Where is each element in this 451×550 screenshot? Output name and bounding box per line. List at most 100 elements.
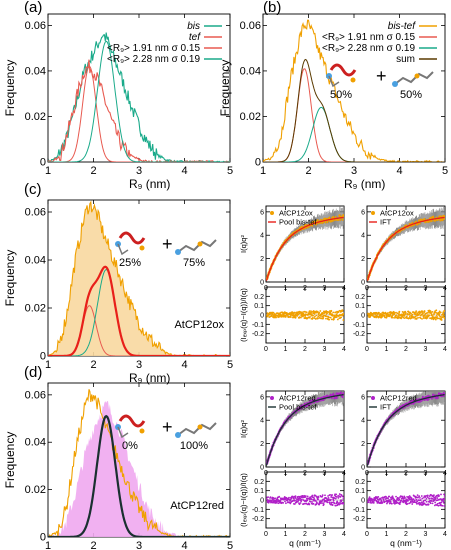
y-tick-label: 0	[260, 280, 264, 287]
fraction-label: 50%	[330, 89, 352, 101]
residual-point	[442, 311, 445, 314]
y-tick-label: 0.2	[254, 479, 264, 486]
x-tick-label: 1	[385, 346, 389, 353]
residual-point	[401, 311, 404, 313]
residual-point	[310, 498, 313, 500]
y-tick-label: 0.04	[25, 437, 46, 449]
residual-point	[383, 500, 386, 503]
y-tick-label: 0.06	[240, 20, 261, 32]
residual-point	[435, 309, 438, 312]
residual-point	[372, 501, 375, 504]
x-tick-label: 1	[260, 165, 266, 177]
chart-d_saxs_ift: 012340246AtCP12redIFT	[361, 390, 447, 477]
residual-point	[395, 314, 398, 316]
x-tick-label: 3	[351, 165, 357, 177]
plot-area	[48, 32, 230, 162]
legend-label: IFT	[380, 403, 392, 412]
x-tick-label: 2	[303, 531, 307, 538]
residual-point	[340, 316, 343, 319]
residual-point	[424, 499, 427, 502]
residual-point	[332, 311, 335, 314]
chain-icon	[328, 75, 340, 88]
y-tick-label: 0	[255, 157, 261, 169]
residual-point	[411, 313, 414, 316]
residual-point	[404, 312, 407, 315]
residual-point	[443, 317, 445, 320]
residual-point	[328, 316, 330, 319]
residual-point	[312, 314, 314, 317]
plot-area	[48, 389, 230, 537]
residual-point	[322, 503, 325, 506]
x-tick-label: 4	[396, 165, 402, 177]
x-tick-label: 4	[181, 165, 187, 177]
residual-point	[392, 316, 394, 319]
residual-point	[428, 497, 431, 500]
y-axis-label: Frequency	[3, 60, 17, 117]
y-tick-label: -0.2	[353, 331, 365, 338]
residual-point	[389, 500, 392, 503]
y-tick-label: 6	[260, 394, 264, 401]
series-line-fit_tef	[48, 66, 230, 162]
residual-point	[321, 311, 324, 314]
residual-point	[443, 505, 445, 507]
residual-point	[335, 313, 338, 316]
residual-point	[337, 497, 340, 499]
x-tick-label: 1	[284, 531, 288, 538]
legend-label: <R₉> 1.91 nm σ 0.15	[107, 43, 200, 54]
residual-point	[340, 494, 343, 497]
residual-point	[309, 500, 312, 503]
x-tick-label: 5	[227, 540, 233, 550]
residual-point	[439, 498, 442, 500]
residual-point	[335, 496, 338, 498]
fraction-label: 25%	[119, 257, 141, 269]
residual-point	[301, 494, 304, 497]
x-tick-label: 3	[323, 531, 327, 538]
residual-point	[276, 502, 278, 504]
residual-point	[437, 504, 440, 507]
residual-point	[443, 315, 445, 317]
x-tick-label: 4	[342, 346, 346, 353]
x-tick-label: 2	[305, 165, 311, 177]
series-line-sum	[48, 265, 230, 356]
residual-point	[306, 495, 309, 498]
y-tick-label: 6	[260, 209, 264, 216]
x-tick-label: 1	[45, 165, 51, 177]
plot-area	[367, 206, 445, 281]
data-point	[342, 214, 344, 218]
y-tick-label: 0.02	[25, 303, 46, 315]
legend-label: AtCP12ox	[279, 209, 313, 218]
x-tick-label: 2	[404, 531, 408, 538]
residual-point	[308, 310, 311, 313]
panel-label: (b)	[263, 0, 281, 16]
residual-point	[300, 316, 302, 319]
y-tick-label: 0.04	[240, 65, 261, 77]
residual-point	[331, 504, 334, 506]
residual-point	[284, 500, 286, 503]
y-tick-label: 0.2	[355, 294, 365, 301]
x-tick-label: 3	[323, 346, 327, 353]
residual-point	[381, 501, 384, 504]
residual-point	[299, 497, 302, 500]
x-tick-label: 1	[45, 359, 51, 371]
residual-point	[382, 498, 385, 501]
x-tick-label: 0	[264, 531, 268, 538]
residual-point	[334, 497, 337, 500]
residual-point	[408, 313, 411, 316]
data-point	[342, 392, 344, 395]
x-tick-label: 0	[365, 531, 369, 538]
series-fill-AtCP12ox	[48, 202, 230, 356]
residual-point	[335, 504, 337, 507]
series-line-AtCP12ox	[48, 200, 230, 356]
residual-point	[434, 497, 437, 500]
residual-point	[343, 312, 344, 315]
residual-point	[279, 500, 282, 503]
legend-label: <R₉> 2.28 nm σ 0.19	[107, 54, 200, 65]
molecule-bis-icon	[175, 239, 217, 255]
residual-point	[314, 318, 317, 320]
x-tick-label: 1	[45, 540, 51, 550]
residual-point	[330, 318, 333, 321]
residual-point	[408, 315, 411, 318]
fit-line	[367, 393, 445, 466]
residual-point	[430, 311, 433, 314]
